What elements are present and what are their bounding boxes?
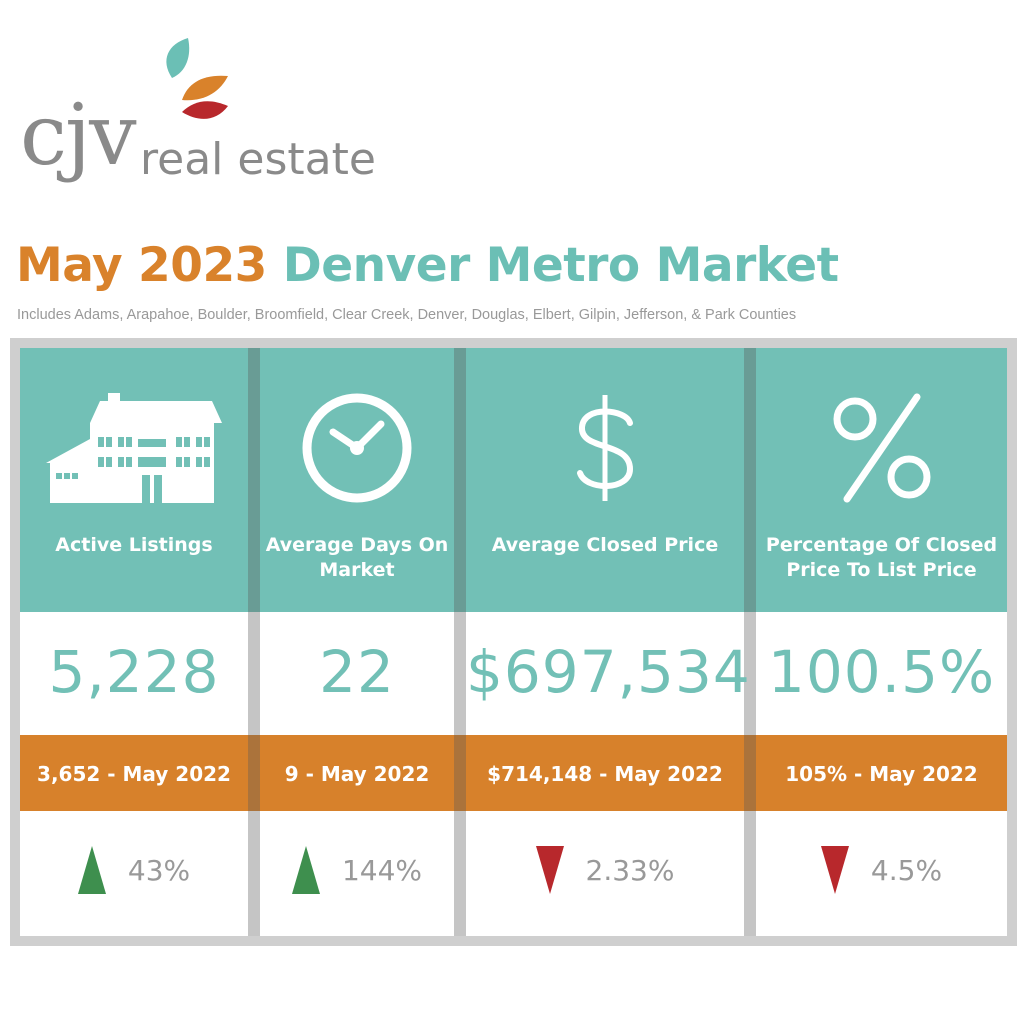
column-divider (248, 348, 260, 936)
up-arrow-icon (291, 846, 320, 894)
metric-label: Active Listings (55, 534, 213, 556)
metric-change: 4.5% (756, 846, 1007, 894)
house-icon (46, 393, 222, 503)
metric-previous: 9 - May 2022 (284, 762, 430, 786)
up-arrow-icon (77, 846, 106, 894)
metric-label: Average Closed Price (491, 534, 719, 556)
leaves-icon (166, 38, 228, 119)
metric-change: 43% (20, 846, 248, 894)
previous-year-band (20, 735, 1007, 811)
logo-mark: cjv (20, 86, 137, 184)
metric-label: Percentage Of Closed Price To List Price (765, 534, 998, 581)
metric-label: Average Days On Market (265, 534, 449, 581)
metric-average-price: Average Closed Price $697,534 $714,148 -… (466, 338, 751, 946)
metric-value: $697,534 (466, 638, 751, 706)
clock-icon (302, 393, 412, 503)
change-percent: 144% (341, 853, 423, 887)
change-band (20, 811, 1007, 936)
metric-active-listings: Active Listings 5,228 3,652 - May 2022 4… (20, 338, 248, 946)
change-percent: 4.5% (870, 853, 943, 887)
metric-value: 5,228 (48, 638, 220, 706)
logo-subtext: real estate (140, 134, 376, 185)
dollar-icon (466, 388, 744, 508)
down-arrow-icon (820, 846, 849, 894)
metric-change: 2.33% (466, 846, 744, 894)
value-band (20, 612, 1007, 735)
down-arrow-icon (535, 846, 564, 894)
metric-previous: 105% - May 2022 (785, 762, 978, 786)
title-market: Denver Metro Market (282, 238, 839, 293)
column-divider (744, 348, 756, 936)
change-percent: 2.33% (585, 853, 675, 887)
company-logo: cjv real estate (20, 38, 390, 188)
change-percent: 43% (127, 853, 191, 887)
counties-subtitle: Includes Adams, Arapahoe, Boulder, Broom… (17, 307, 797, 323)
metric-previous: 3,652 - May 2022 (37, 762, 231, 786)
metric-percent-list-price: Percentage Of Closed Price To List Price… (756, 338, 1007, 946)
metric-average-days: Average Days On Market 22 9 - May 2022 1… (260, 338, 454, 946)
column-divider (454, 348, 466, 936)
percent-icon (756, 388, 1007, 508)
metrics-board: Active Listings 5,228 3,652 - May 2022 4… (10, 338, 1017, 946)
metric-previous: $714,148 - May 2022 (487, 762, 723, 786)
metric-value: 22 (319, 638, 395, 706)
page-title: May 2023 Denver Metro Market (16, 238, 839, 293)
metric-change: 144% (260, 846, 454, 894)
title-date: May 2023 (16, 238, 267, 293)
metric-value: 100.5% (767, 638, 996, 706)
